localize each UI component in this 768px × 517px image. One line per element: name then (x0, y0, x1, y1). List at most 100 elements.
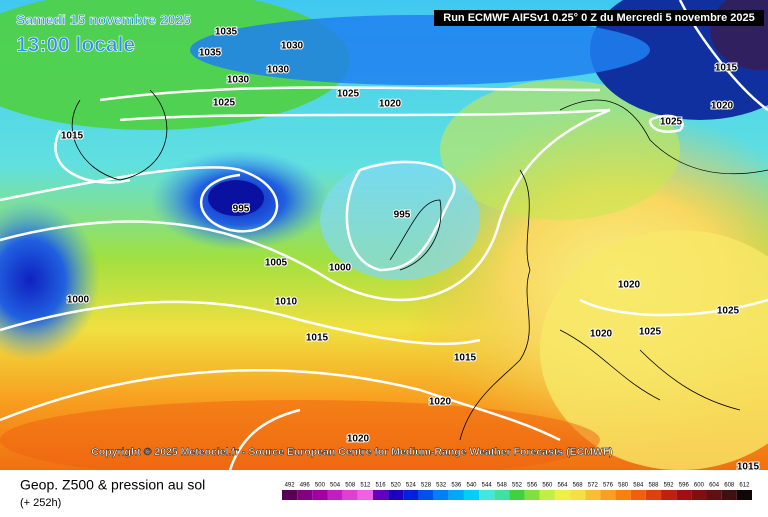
isobar-label: 1015 (454, 353, 477, 364)
scale-label: 496 (300, 483, 311, 489)
isobar-label: 1025 (717, 306, 740, 317)
isobar-label: 1025 (660, 117, 683, 128)
scale-label: 508 (345, 483, 356, 489)
scale-swatch (479, 490, 495, 500)
isobar-label: 1020 (379, 99, 402, 110)
scale-label: 532 (436, 483, 447, 489)
scale-label: 596 (679, 483, 690, 489)
scale-swatch (494, 490, 510, 500)
scale-label: 580 (618, 483, 629, 489)
scale-swatch (676, 490, 692, 500)
scale-label: 536 (451, 483, 462, 489)
scale-swatch (357, 490, 373, 500)
scale-label: 524 (406, 483, 417, 489)
valid-date: Samedi 15 novembre 2025 (16, 12, 191, 28)
run-banner (434, 10, 764, 26)
scale-swatch (297, 490, 313, 500)
isobar-label: 1035 (199, 48, 222, 59)
scale-label: 576 (603, 483, 614, 489)
scale-label: 516 (376, 483, 387, 489)
isobar-labels: 1035 1035 1030 1030 1030 1025 1025 1020 1015 995 9… (60, 26, 761, 474)
scale-swatch (282, 490, 298, 500)
scale-label: 560 (542, 483, 553, 489)
scale-label: 612 (739, 483, 750, 489)
scale-label: 512 (360, 483, 371, 489)
isobar-label: 1015 (715, 63, 738, 74)
scale-swatch (615, 490, 631, 500)
coastlines (71, 89, 768, 441)
scale-label: 572 (588, 483, 599, 489)
isobar-label: 1020 (429, 397, 452, 408)
valid-time: 13:00 locale (16, 34, 135, 57)
scale-swatch (433, 490, 449, 500)
scale-swatch (630, 490, 646, 500)
scale-label: 564 (557, 483, 568, 489)
isobar-label: 995 (233, 204, 250, 215)
isobar-label: 1000 (329, 263, 352, 274)
isobar-label: 1020 (618, 280, 641, 291)
isobar-label: 1020 (347, 434, 370, 445)
isobar-label: 1030 (281, 41, 304, 52)
scale-swatch (600, 490, 616, 500)
scale-swatch (403, 490, 419, 500)
scale-label: 556 (527, 483, 538, 489)
scale-swatch (661, 490, 677, 500)
scale-swatch (645, 490, 662, 500)
scale-label: 604 (709, 483, 720, 489)
isobar-label: 1005 (265, 258, 288, 269)
isobar-label: 1025 (337, 89, 360, 100)
scale-label: 552 (512, 483, 523, 489)
isobar-label: 1010 (275, 297, 298, 308)
scale-label: 608 (724, 483, 735, 489)
run-info: Run ECMWF AIFSv1 0.25° 0 Z du Mercredi 5… (443, 12, 754, 24)
scale-swatch (509, 490, 525, 500)
scale-swatch (706, 490, 722, 500)
isobar-label: 1020 (711, 101, 734, 112)
isobar-label: 995 (394, 210, 411, 221)
scale-swatch (388, 490, 404, 500)
scale-label: 568 (573, 483, 584, 489)
field-name: Geop. Z500 & pression au sol (20, 477, 205, 493)
isobar-label: 1030 (267, 65, 290, 76)
scale-swatch (585, 490, 601, 500)
lead-time: (+ 252h) (20, 497, 61, 509)
isobar-label: 1025 (639, 327, 662, 338)
scale-label: 540 (467, 483, 478, 489)
isobar-label: 1015 (306, 333, 329, 344)
scale-swatch (570, 490, 586, 500)
scale-swatch (463, 490, 480, 500)
scale-swatch (342, 490, 358, 500)
color-scale: 492 496 500 504 508 512 516 520 524 528 532 536 540 5… (282, 483, 752, 500)
scale-swatch (554, 490, 571, 500)
scale-label: 548 (497, 483, 508, 489)
isobar-label: 1015 (61, 131, 84, 142)
scale-swatch (721, 490, 737, 500)
scale-swatch (448, 490, 464, 500)
scale-swatch (736, 490, 752, 500)
isobar-label: 1035 (215, 27, 238, 38)
scale-label: 592 (664, 483, 675, 489)
scale-label: 544 (482, 483, 493, 489)
scale-label: 504 (330, 483, 341, 489)
scale-label: 520 (391, 483, 402, 489)
scale-swatch (524, 490, 540, 500)
scale-label: 584 (633, 483, 644, 489)
copyright: Copyright © 2025 Meteociel.fr - Source E… (91, 446, 613, 458)
isobar-label: 1025 (213, 98, 236, 109)
scale-swatch (312, 490, 328, 500)
isobar-label: 1020 (590, 329, 613, 340)
scale-label: 600 (694, 483, 705, 489)
scale-swatch (691, 490, 707, 500)
scale-swatch (372, 490, 389, 500)
isobar-label: 1030 (227, 75, 250, 86)
isobar-label: 1000 (67, 295, 90, 306)
scale-swatch (327, 490, 343, 500)
scale-label: 492 (285, 483, 296, 489)
scale-swatch (418, 490, 434, 500)
map-background (0, 0, 768, 480)
scale-swatch (539, 490, 555, 500)
scale-label: 528 (421, 483, 432, 489)
scale-label: 588 (648, 483, 659, 489)
scale-label: 500 (315, 483, 326, 489)
